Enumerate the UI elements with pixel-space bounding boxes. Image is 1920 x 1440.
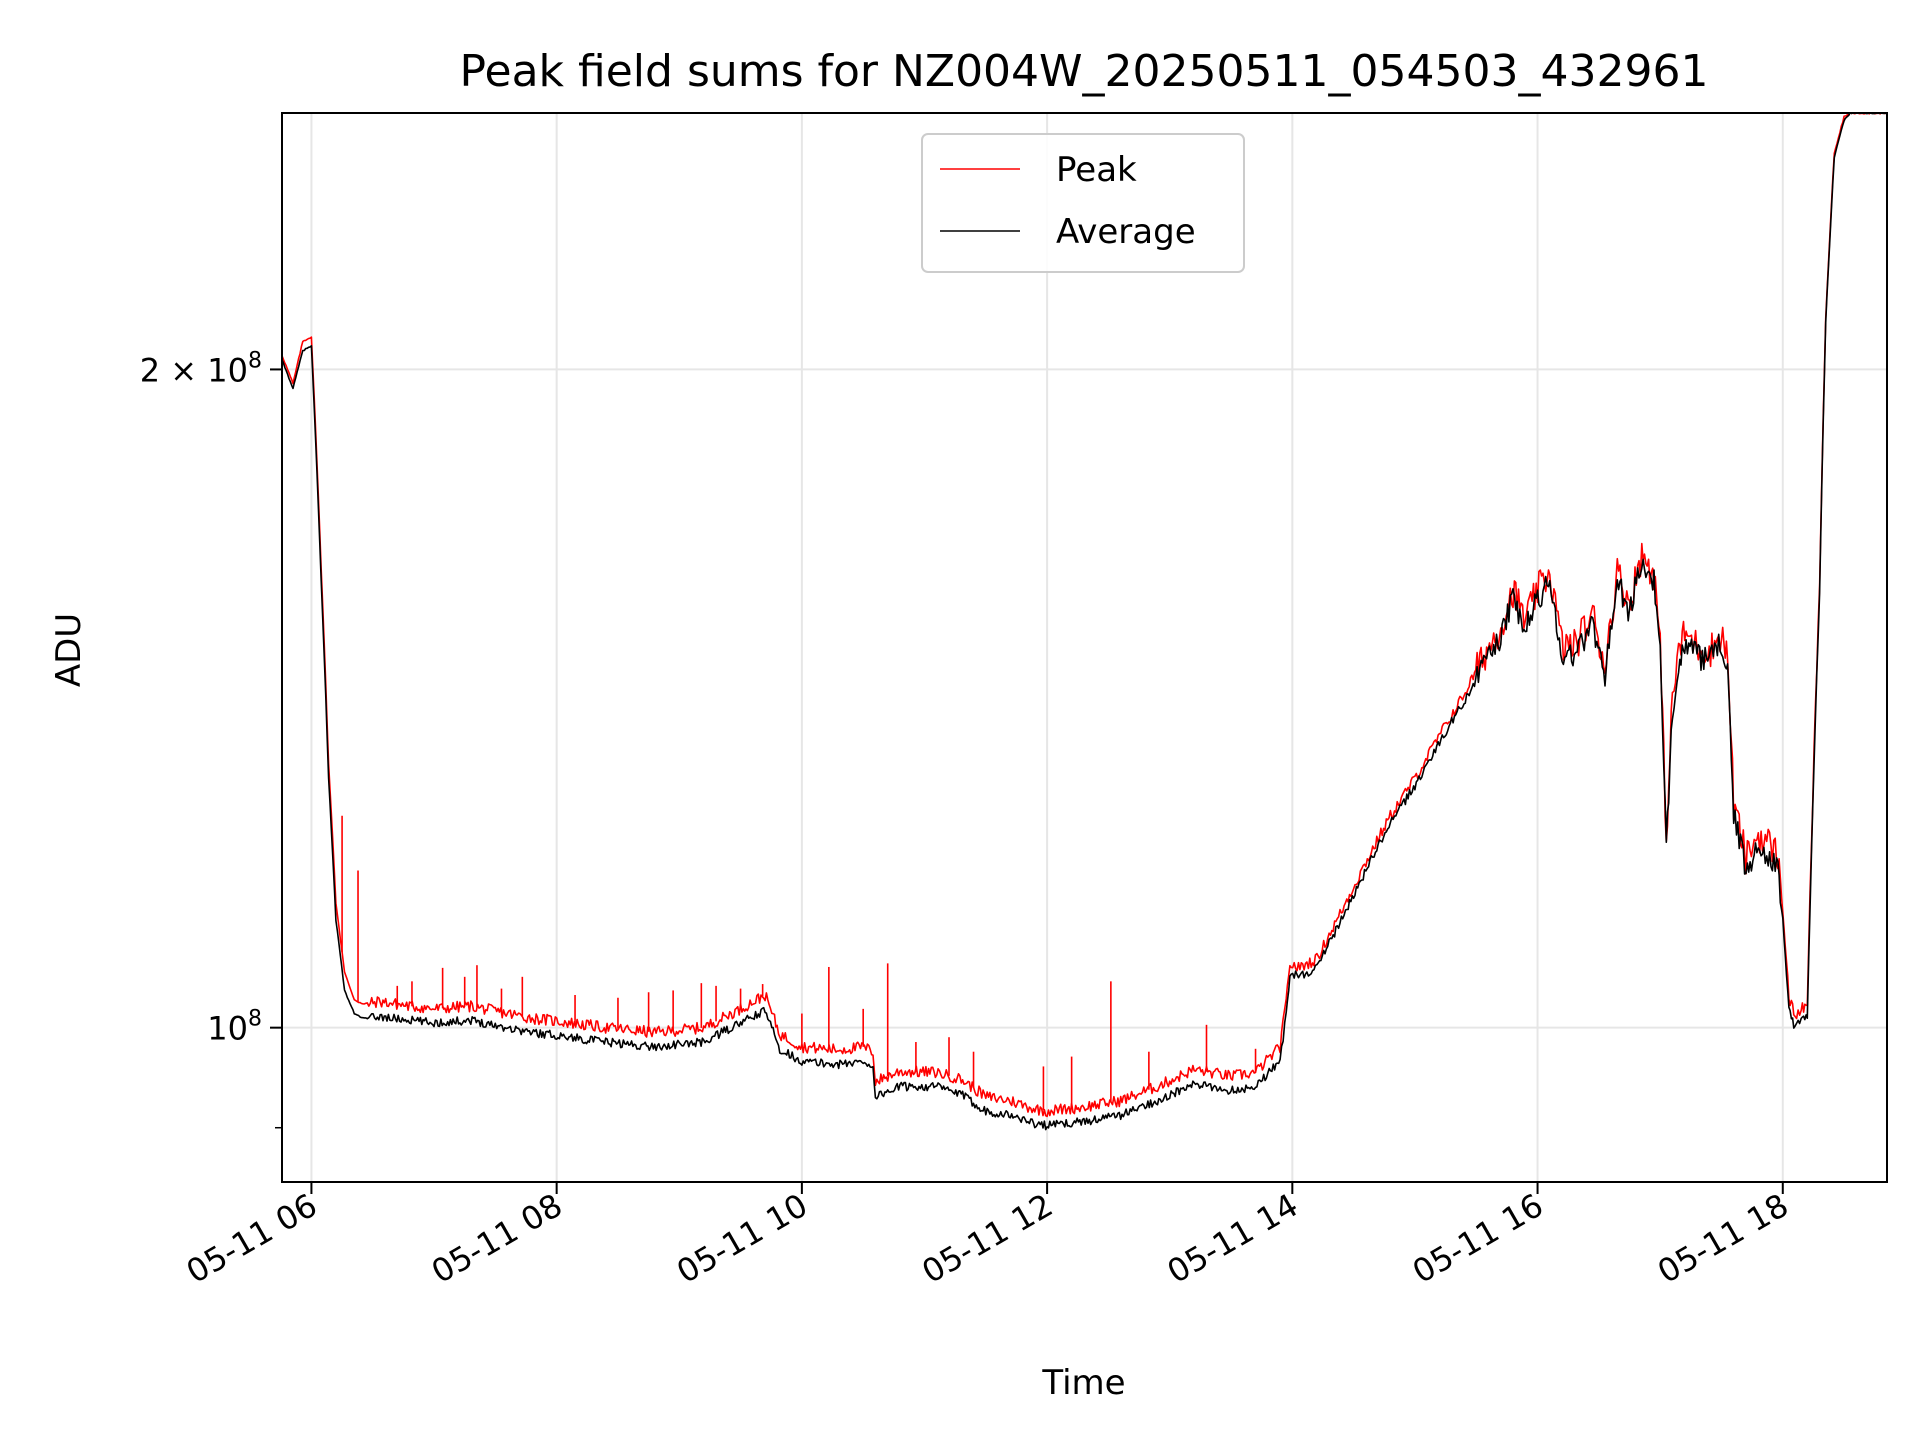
series-group [282, 113, 1887, 1131]
legend-label-average: Average [1056, 212, 1196, 252]
y-tick-label: 108 [207, 1007, 262, 1048]
y-axis: 108 2 × 108 [140, 348, 282, 1129]
plot-area [282, 113, 1887, 1131]
plot-frame [281, 112, 1888, 1183]
series-line-average [282, 113, 1887, 1131]
legend: Peak Average [921, 133, 1245, 273]
series-line-peak [282, 113, 1887, 1118]
legend-label-peak: Peak [1056, 150, 1137, 190]
grid [282, 113, 1887, 1182]
x-axis-label: Time [1041, 1363, 1125, 1403]
y-axis-label: ADU [49, 613, 89, 687]
y-tick-label: 2 × 108 [140, 348, 262, 389]
chart-title: Peak field sums for NZ004W_20250511_0545… [460, 46, 1709, 97]
